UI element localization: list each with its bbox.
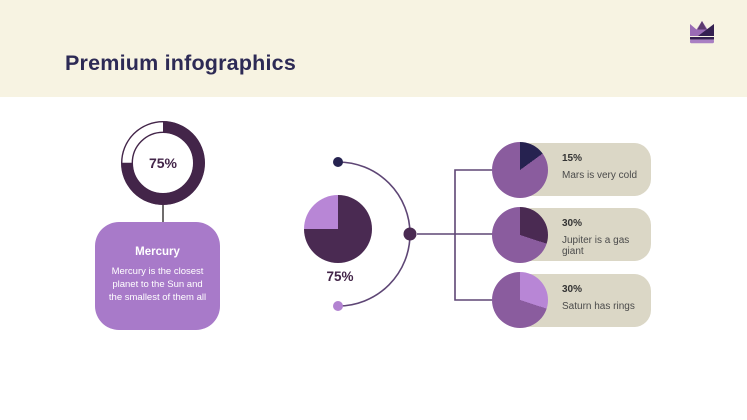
- mars-percent-label: 15%: [562, 153, 583, 164]
- mercury-card-description: Mercury is the closest planet to the Sun…: [108, 266, 207, 303]
- saturn-percent-label: 30%: [562, 284, 583, 295]
- crown-icon: [690, 21, 714, 44]
- donut-chart: [121, 121, 205, 205]
- mercury-card: Mercury Mercury is the closest planet to…: [95, 222, 220, 330]
- mars-pie-chart: [492, 142, 548, 198]
- saturn-text: Saturn has rings: [562, 301, 635, 312]
- center-pie-chart: [304, 195, 372, 263]
- arc-dot-bottom: [333, 301, 343, 311]
- header-band: Premium infographics: [0, 0, 747, 97]
- donut-percent-label: 75%: [148, 155, 178, 171]
- jupiter-percent-label: 30%: [562, 218, 583, 229]
- saturn-pie-chart: [492, 272, 548, 328]
- arc-dot-top: [333, 157, 343, 167]
- bracket-line: [454, 169, 500, 301]
- center-pie-percent-label: 75%: [326, 269, 354, 284]
- jupiter-text: Jupiter is a gas giant: [562, 235, 630, 257]
- mercury-card-title: Mercury: [135, 246, 180, 258]
- donut-arc: [121, 121, 205, 205]
- page-title: Premium infographics: [65, 51, 296, 75]
- arc-dot-middle: [403, 227, 417, 241]
- mars-text: Mars is very cold: [562, 170, 638, 181]
- jupiter-pie-chart: [492, 207, 548, 263]
